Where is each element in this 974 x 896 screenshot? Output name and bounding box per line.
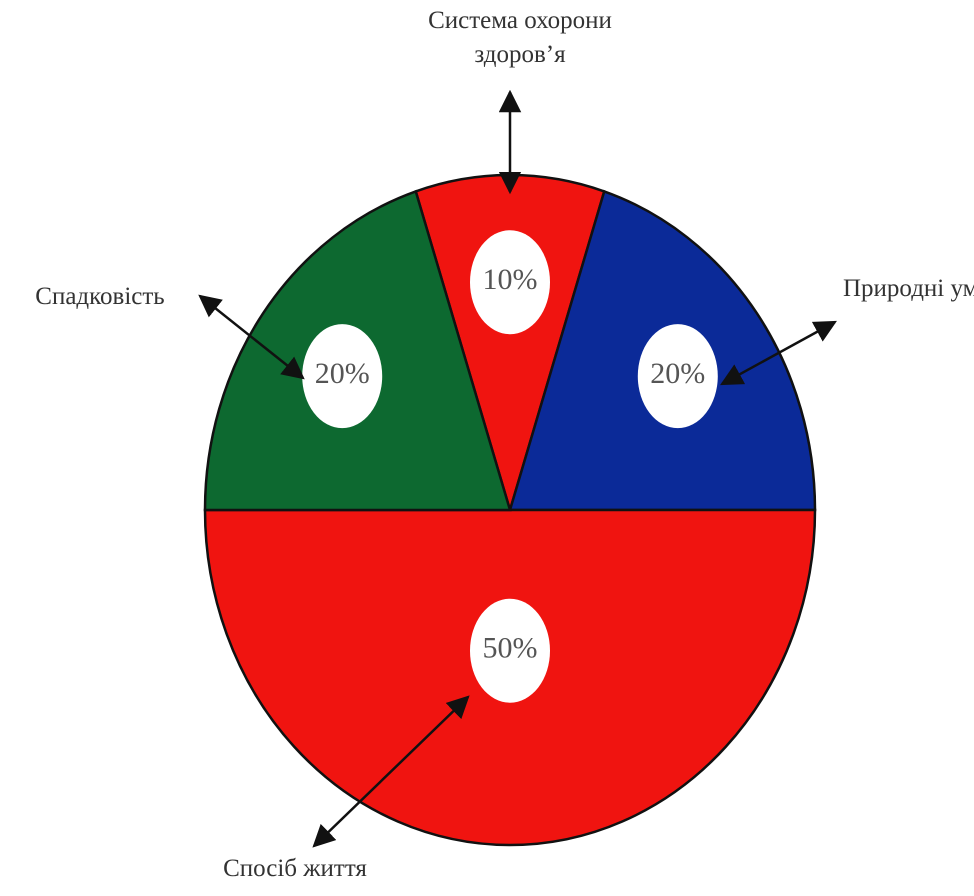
- value-label: 20%: [650, 357, 705, 390]
- category-label: Спадковість: [35, 283, 165, 310]
- arrow: [312, 695, 470, 848]
- label-bubble: [470, 598, 550, 703]
- value-label: 50%: [483, 632, 538, 665]
- arrow: [198, 294, 305, 380]
- category-label: Спосіб життя: [223, 855, 367, 882]
- label-bubble: [470, 230, 550, 335]
- label-bubble: [637, 324, 718, 429]
- category-label: Система охорони здоров’я: [428, 7, 612, 68]
- arrow: [720, 320, 837, 386]
- category-label: Природні умови: [843, 275, 974, 302]
- value-label: 10%: [483, 263, 538, 296]
- value-label: 20%: [315, 357, 370, 390]
- label-bubble: [302, 324, 383, 429]
